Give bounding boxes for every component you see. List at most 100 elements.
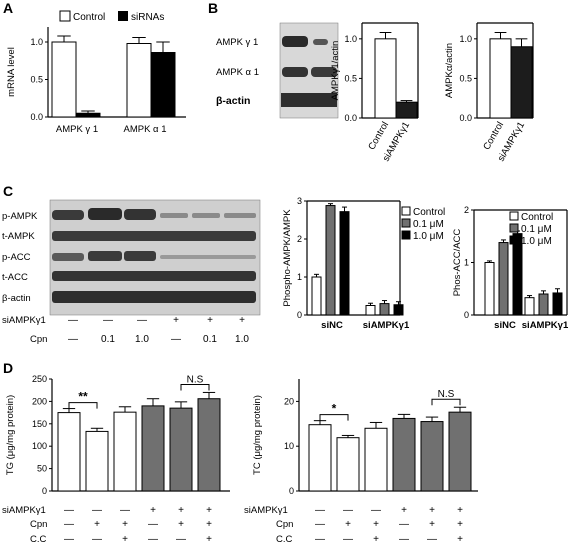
legend-swatch xyxy=(509,223,519,233)
condition-mark: — xyxy=(64,505,74,516)
condition-mark: + xyxy=(206,534,212,545)
conditions-d: — — — + + + — + + — + + — — + — — + — — — + + + — + + — + + — — + — — + xyxy=(64,505,463,545)
significance-label: N.S xyxy=(187,374,204,385)
y-tick-label: 1.0 xyxy=(30,37,43,47)
legend-label-control: Control xyxy=(73,12,105,23)
blot-band xyxy=(192,213,220,218)
y-tick-label: 0.5 xyxy=(30,75,43,85)
blot-band xyxy=(311,67,337,77)
blot-label-t-ampk: t-AMPK xyxy=(2,231,35,242)
bar-sirna xyxy=(75,112,101,118)
blot-band xyxy=(124,209,156,220)
y-tick-label: 10 xyxy=(284,441,294,451)
bar xyxy=(552,292,563,316)
x-category-label: siAMPKγ1 xyxy=(363,320,410,331)
bar xyxy=(379,303,390,316)
condition-mark: — xyxy=(315,505,325,516)
bar xyxy=(311,276,322,316)
condition-mark: + xyxy=(345,519,351,530)
bars-a: AMPK γ 1 AMPK α 1 xyxy=(51,35,176,135)
legend-swatch xyxy=(401,206,411,216)
bar xyxy=(57,412,81,492)
bar xyxy=(395,101,418,119)
blot-band xyxy=(88,208,122,220)
x-category-label: AMPK γ 1 xyxy=(56,124,98,135)
condition-mark: + xyxy=(206,519,212,530)
condition-mark: — xyxy=(68,334,78,345)
bar xyxy=(524,297,535,316)
bar xyxy=(339,211,350,316)
bar xyxy=(498,242,509,316)
bars-d2 xyxy=(308,406,472,492)
y-tick-label: 150 xyxy=(32,419,47,429)
condition-mark: — xyxy=(103,315,113,326)
legend-label-sirna: siRNAs xyxy=(131,12,164,23)
bar xyxy=(308,424,332,492)
y-axis-label: TG (μg/mg protein) xyxy=(5,395,16,475)
condition-mark: — xyxy=(92,505,102,516)
y-axis-label: AMPKα/actin xyxy=(444,43,455,98)
condition-mark: + xyxy=(178,505,184,516)
condition-mark: + xyxy=(429,505,435,516)
blot-label-ampk-g1: AMPK γ 1 xyxy=(216,37,258,48)
condition-mark: + xyxy=(457,519,463,530)
condition-mark: — xyxy=(64,519,74,530)
row-label-cpn-d1: Cpn xyxy=(30,519,47,530)
bar-sirna xyxy=(150,52,176,118)
annotations-d1: ** N.S xyxy=(68,374,210,409)
significance-label: ** xyxy=(78,390,88,404)
y-tick-label: 1.0 xyxy=(344,34,357,44)
blot-label-p-acc: p-ACC xyxy=(2,252,31,263)
significance-label: N.S xyxy=(438,389,455,400)
condition-mark: + xyxy=(401,505,407,516)
blot-band xyxy=(282,36,308,47)
bars-d1 xyxy=(57,391,221,492)
blot-band xyxy=(52,253,84,261)
condition-mark: 1.0 xyxy=(235,334,249,345)
condition-mark: 0.1 xyxy=(101,334,115,345)
significance-label: * xyxy=(332,402,337,416)
axes-d2: 0 10 20 TC (μg/mg protein) xyxy=(252,379,478,496)
blot-band xyxy=(160,255,256,259)
y-tick-label: 1 xyxy=(297,272,302,282)
y-tick-label: 20 xyxy=(284,396,294,406)
condition-mark: + xyxy=(94,519,100,530)
condition-mark: — xyxy=(399,534,409,545)
row-label-cpn-c: Cpn xyxy=(30,334,47,345)
row-label-si-d2: siAMPKγ1 xyxy=(244,505,288,516)
condition-mark: — xyxy=(427,534,437,545)
bars-c2: siNC siAMPKγ1 xyxy=(484,230,569,331)
condition-mark: — xyxy=(315,534,325,545)
condition-mark: 0.1 xyxy=(203,334,217,345)
condition-mark: — xyxy=(148,519,158,530)
condition-mark: + xyxy=(173,315,179,326)
axes-c1: 0 1 2 3 Phospho-AMPK/AMPK xyxy=(282,196,401,320)
legend-swatch-control xyxy=(59,10,71,22)
bar xyxy=(392,417,416,492)
blot-band xyxy=(160,213,188,218)
bar xyxy=(448,411,472,492)
x-category-label: AMPK α 1 xyxy=(124,124,167,135)
blot-band xyxy=(282,67,308,77)
y-tick-label: 50 xyxy=(37,464,47,474)
conditions-c: — — — + + + — 0.1 1.0 — 0.1 1.0 xyxy=(68,315,249,345)
y-axis-label: AMPKγ1/actin xyxy=(330,41,341,101)
condition-mark: — xyxy=(315,519,325,530)
bar xyxy=(393,304,404,316)
y-tick-label: 0 xyxy=(297,310,302,320)
y-tick-label: 0.0 xyxy=(459,113,472,123)
legend-label: 0.1 μM xyxy=(413,219,444,230)
condition-mark: — xyxy=(343,534,353,545)
condition-mark: — xyxy=(64,534,74,545)
blot-band xyxy=(52,271,256,281)
bar xyxy=(141,405,165,492)
condition-mark: + xyxy=(122,534,128,545)
blot-band xyxy=(224,213,256,218)
y-tick-label: 0.5 xyxy=(459,73,472,83)
y-axis-label: TC (μg/mg protein) xyxy=(252,395,263,475)
bar xyxy=(365,305,376,316)
condition-mark: + xyxy=(457,534,463,545)
